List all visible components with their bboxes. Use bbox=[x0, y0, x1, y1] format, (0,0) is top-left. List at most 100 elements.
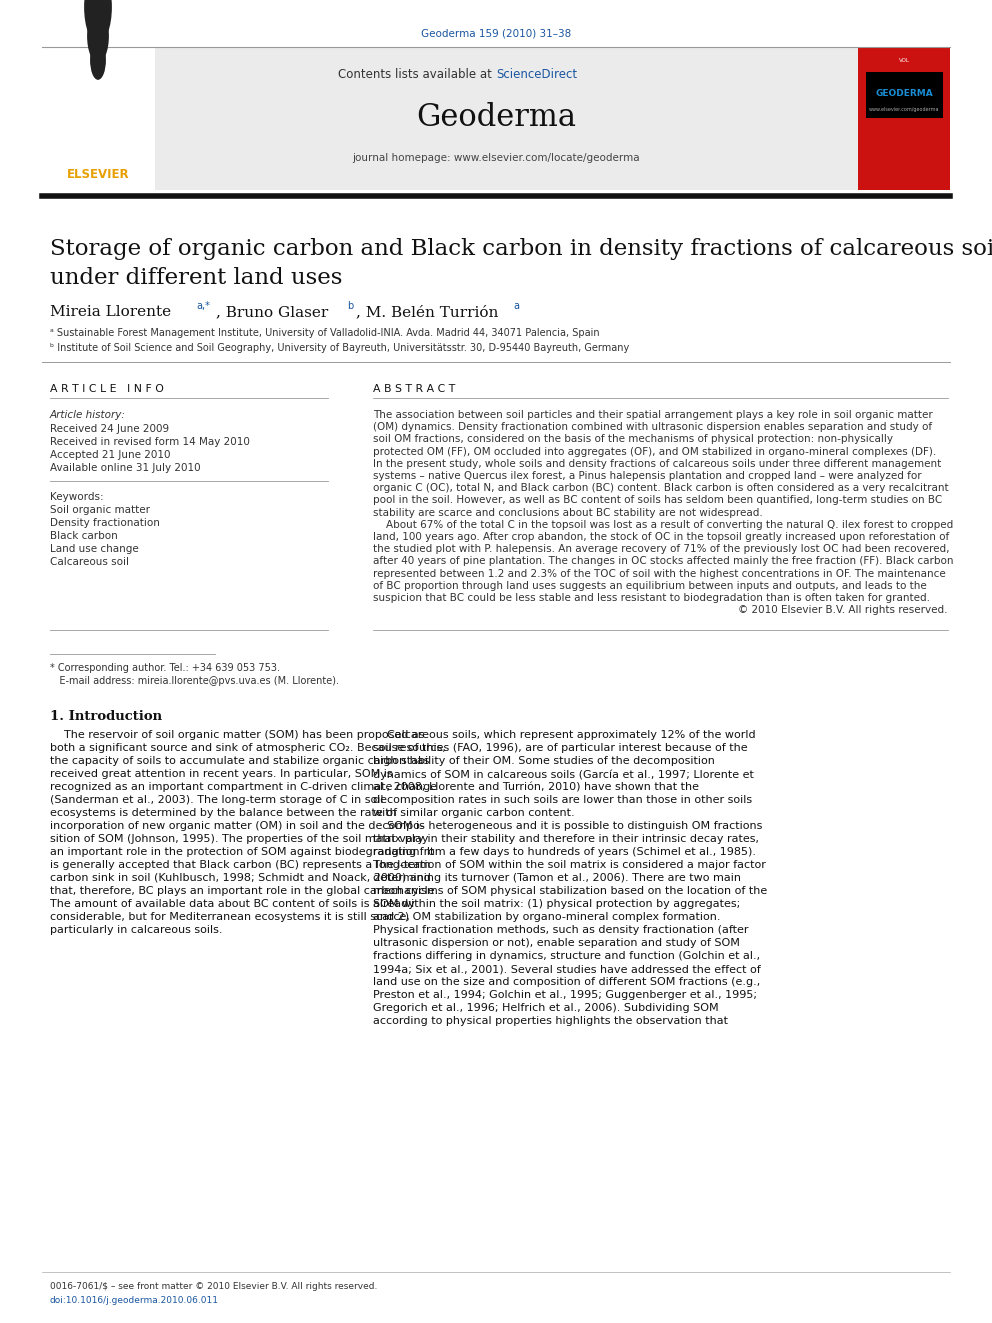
Text: al., 2008; Llorente and Turrión, 2010) have shown that the: al., 2008; Llorente and Turrión, 2010) h… bbox=[373, 782, 699, 792]
Text: Received in revised form 14 May 2010: Received in revised form 14 May 2010 bbox=[50, 437, 250, 447]
Text: ᵇ Institute of Soil Science and Soil Geography, University of Bayreuth, Universi: ᵇ Institute of Soil Science and Soil Geo… bbox=[50, 343, 629, 353]
Text: The reservoir of soil organic matter (SOM) has been proposed as: The reservoir of soil organic matter (SO… bbox=[50, 730, 425, 740]
Text: that, therefore, BC plays an important role in the global carbon cycle.: that, therefore, BC plays an important r… bbox=[50, 886, 438, 896]
Text: organic C (OC), total N, and Black carbon (BC) content. Black carbon is often co: organic C (OC), total N, and Black carbo… bbox=[373, 483, 948, 493]
Text: ᵃ Sustainable Forest Management Institute, University of Valladolid-INIA. Avda. : ᵃ Sustainable Forest Management Institut… bbox=[50, 328, 599, 337]
Text: , M. Belén Turrión: , M. Belén Turrión bbox=[356, 306, 498, 319]
Text: and 2) OM stabilization by organo-mineral complex formation.: and 2) OM stabilization by organo-minera… bbox=[373, 912, 720, 922]
Text: decomposition rates in such soils are lower than those in other soils: decomposition rates in such soils are lo… bbox=[373, 795, 752, 804]
Text: ultrasonic dispersion or not), enable separation and study of SOM: ultrasonic dispersion or not), enable se… bbox=[373, 938, 740, 949]
Text: Geoderma 159 (2010) 31–38: Geoderma 159 (2010) 31–38 bbox=[421, 29, 571, 38]
Text: incorporation of new organic matter (OM) in soil and the decompo-: incorporation of new organic matter (OM)… bbox=[50, 822, 425, 831]
Text: * Corresponding author. Tel.: +34 639 053 753.: * Corresponding author. Tel.: +34 639 05… bbox=[50, 663, 280, 673]
Text: according to physical properties highlights the observation that: according to physical properties highlig… bbox=[373, 1016, 728, 1027]
Text: of BC proportion through land uses suggests an equilibrium between inputs and ou: of BC proportion through land uses sugge… bbox=[373, 581, 927, 591]
Text: doi:10.1016/j.geoderma.2010.06.011: doi:10.1016/j.geoderma.2010.06.011 bbox=[50, 1297, 219, 1304]
Bar bbox=[42, 48, 155, 191]
Text: SOM is heterogeneous and it is possible to distinguish OM fractions: SOM is heterogeneous and it is possible … bbox=[373, 822, 763, 831]
Text: Keywords:: Keywords: bbox=[50, 492, 103, 501]
Text: The association between soil particles and their spatial arrangement plays a key: The association between soil particles a… bbox=[373, 410, 932, 419]
Text: Soil organic matter: Soil organic matter bbox=[50, 505, 150, 515]
Text: Available online 31 July 2010: Available online 31 July 2010 bbox=[50, 463, 200, 474]
Text: Mireia Llorente: Mireia Llorente bbox=[50, 306, 172, 319]
Text: (Sanderman et al., 2003). The long-term storage of C in soil: (Sanderman et al., 2003). The long-term … bbox=[50, 795, 384, 804]
Text: A R T I C L E   I N F O: A R T I C L E I N F O bbox=[50, 384, 164, 394]
Text: particularly in calcareous soils.: particularly in calcareous soils. bbox=[50, 925, 222, 935]
Text: ranging from a few days to hundreds of years (Schimel et al., 1985).: ranging from a few days to hundreds of y… bbox=[373, 847, 756, 857]
Text: soil OM fractions, considered on the basis of the mechanisms of physical protect: soil OM fractions, considered on the bas… bbox=[373, 434, 893, 445]
Text: Land use change: Land use change bbox=[50, 544, 139, 554]
Text: 1. Introduction: 1. Introduction bbox=[50, 710, 162, 722]
Text: a: a bbox=[513, 302, 519, 311]
Text: Accepted 21 June 2010: Accepted 21 June 2010 bbox=[50, 450, 171, 460]
Ellipse shape bbox=[90, 40, 106, 79]
Text: land use on the size and composition of different SOM fractions (e.g.,: land use on the size and composition of … bbox=[373, 976, 760, 987]
Text: GEODERMA: GEODERMA bbox=[875, 89, 932, 98]
Bar bbox=[858, 48, 950, 191]
Text: land, 100 years ago. After crop abandon, the stock of OC in the topsoil greatly : land, 100 years ago. After crop abandon,… bbox=[373, 532, 949, 542]
Text: represented between 1.2 and 2.3% of the TOC of soil with the highest concentrati: represented between 1.2 and 2.3% of the … bbox=[373, 569, 945, 578]
Text: In the present study, whole soils and density fractions of calcareous soils unde: In the present study, whole soils and de… bbox=[373, 459, 941, 468]
Text: Geoderma: Geoderma bbox=[416, 102, 576, 134]
Text: Physical fractionation methods, such as density fractionation (after: Physical fractionation methods, such as … bbox=[373, 925, 749, 935]
Text: with similar organic carbon content.: with similar organic carbon content. bbox=[373, 808, 574, 818]
Text: The amount of available data about BC content of soils is already: The amount of available data about BC co… bbox=[50, 900, 415, 909]
Text: after 40 years of pine plantation. The changes in OC stocks affected mainly the : after 40 years of pine plantation. The c… bbox=[373, 557, 953, 566]
Ellipse shape bbox=[84, 0, 112, 44]
Text: recognized as an important compartment in C-driven climate change: recognized as an important compartment i… bbox=[50, 782, 437, 792]
Text: determining its turnover (Tamon et al., 2006). There are two main: determining its turnover (Tamon et al., … bbox=[373, 873, 741, 882]
Text: 1994a; Six et al., 2001). Several studies have addressed the effect of: 1994a; Six et al., 2001). Several studie… bbox=[373, 964, 761, 974]
Text: 0016-7061/$ – see front matter © 2010 Elsevier B.V. All rights reserved.: 0016-7061/$ – see front matter © 2010 El… bbox=[50, 1282, 377, 1291]
Text: Storage of organic carbon and Black carbon in density fractions of calcareous so: Storage of organic carbon and Black carb… bbox=[50, 238, 992, 288]
Text: © 2010 Elsevier B.V. All rights reserved.: © 2010 Elsevier B.V. All rights reserved… bbox=[738, 605, 948, 615]
Text: Gregorich et al., 1996; Helfrich et al., 2006). Subdividing SOM: Gregorich et al., 1996; Helfrich et al.,… bbox=[373, 1003, 718, 1013]
Text: sition of SOM (Johnson, 1995). The properties of the soil matrix play: sition of SOM (Johnson, 1995). The prope… bbox=[50, 833, 429, 844]
Text: ELSEVIER: ELSEVIER bbox=[66, 168, 129, 181]
Bar bbox=[155, 48, 858, 191]
Text: is generally accepted that Black carbon (BC) represents a long-term: is generally accepted that Black carbon … bbox=[50, 860, 431, 871]
Text: that vary in their stability and therefore in their intrinsic decay rates,: that vary in their stability and therefo… bbox=[373, 833, 759, 844]
Text: Article history:: Article history: bbox=[50, 410, 126, 419]
Text: mechanisms of SOM physical stabilization based on the location of the: mechanisms of SOM physical stabilization… bbox=[373, 886, 767, 896]
Text: VOL: VOL bbox=[899, 58, 910, 64]
Text: dynamics of SOM in calcareous soils (García et al., 1997; Llorente et: dynamics of SOM in calcareous soils (Gar… bbox=[373, 769, 754, 779]
Text: A B S T R A C T: A B S T R A C T bbox=[373, 384, 455, 394]
Text: Black carbon: Black carbon bbox=[50, 531, 118, 541]
Text: Preston et al., 1994; Golchin et al., 1995; Guggenberger et al., 1995;: Preston et al., 1994; Golchin et al., 19… bbox=[373, 990, 757, 1000]
Text: high stability of their OM. Some studies of the decomposition: high stability of their OM. Some studies… bbox=[373, 755, 715, 766]
Text: an important role in the protection of SOM against biodegradation. It: an important role in the protection of S… bbox=[50, 847, 434, 857]
Text: SOM within the soil matrix: (1) physical protection by aggregates;: SOM within the soil matrix: (1) physical… bbox=[373, 900, 740, 909]
Text: received great attention in recent years. In particular, SOM is: received great attention in recent years… bbox=[50, 769, 393, 779]
Text: About 67% of the total C in the topsoil was lost as a result of converting the n: About 67% of the total C in the topsoil … bbox=[373, 520, 953, 529]
Text: carbon sink in soil (Kuhlbusch, 1998; Schmidt and Noack, 2000) and: carbon sink in soil (Kuhlbusch, 1998; Sc… bbox=[50, 873, 431, 882]
Bar bbox=[866, 71, 943, 118]
Text: pool in the soil. However, as well as BC content of soils has seldom been quanti: pool in the soil. However, as well as BC… bbox=[373, 495, 942, 505]
Text: Density fractionation: Density fractionation bbox=[50, 519, 160, 528]
Text: suspicion that BC could be less stable and less resistant to biodegradation than: suspicion that BC could be less stable a… bbox=[373, 593, 930, 603]
Text: stability are scarce and conclusions about BC stability are not widespread.: stability are scarce and conclusions abo… bbox=[373, 508, 763, 517]
Text: E-mail address: mireia.llorente@pvs.uva.es (M. Llorente).: E-mail address: mireia.llorente@pvs.uva.… bbox=[50, 676, 339, 687]
Text: fractions differing in dynamics, structure and function (Golchin et al.,: fractions differing in dynamics, structu… bbox=[373, 951, 760, 960]
Text: the studied plot with P. halepensis. An average recovery of 71% of the previousl: the studied plot with P. halepensis. An … bbox=[373, 544, 949, 554]
Text: , Bruno Glaser: , Bruno Glaser bbox=[216, 306, 328, 319]
Text: (OM) dynamics. Density fractionation combined with ultrasonic dispersion enables: (OM) dynamics. Density fractionation com… bbox=[373, 422, 932, 433]
Bar bbox=[94, 0, 102, 13]
Text: ScienceDirect: ScienceDirect bbox=[496, 69, 577, 82]
Text: journal homepage: www.elsevier.com/locate/geoderma: journal homepage: www.elsevier.com/locat… bbox=[352, 153, 640, 163]
Text: www.elsevier.com/geoderma: www.elsevier.com/geoderma bbox=[869, 107, 939, 112]
Text: soil resources (FAO, 1996), are of particular interest because of the: soil resources (FAO, 1996), are of parti… bbox=[373, 744, 748, 753]
Text: Calcareous soil: Calcareous soil bbox=[50, 557, 129, 568]
Text: ecosystems is determined by the balance between the rate of: ecosystems is determined by the balance … bbox=[50, 808, 397, 818]
Text: Calcareous soils, which represent approximately 12% of the world: Calcareous soils, which represent approx… bbox=[373, 730, 756, 740]
Text: Contents lists available at: Contents lists available at bbox=[338, 69, 496, 82]
Text: Received 24 June 2009: Received 24 June 2009 bbox=[50, 423, 169, 434]
Text: b: b bbox=[347, 302, 353, 311]
Ellipse shape bbox=[87, 9, 109, 62]
Text: systems – native Quercus ilex forest, a Pinus halepensis plantation and cropped : systems – native Quercus ilex forest, a … bbox=[373, 471, 922, 482]
Text: considerable, but for Mediterranean ecosystems it is still scarce,: considerable, but for Mediterranean ecos… bbox=[50, 912, 410, 922]
Text: a,*: a,* bbox=[196, 302, 210, 311]
Text: protected OM (FF), OM occluded into aggregates (OF), and OM stabilized in organo: protected OM (FF), OM occluded into aggr… bbox=[373, 447, 936, 456]
Text: both a significant source and sink of atmospheric CO₂. Because of this,: both a significant source and sink of at… bbox=[50, 744, 445, 753]
Text: The location of SOM within the soil matrix is considered a major factor: The location of SOM within the soil matr… bbox=[373, 860, 766, 871]
Text: the capacity of soils to accumulate and stabilize organic carbon has: the capacity of soils to accumulate and … bbox=[50, 755, 430, 766]
